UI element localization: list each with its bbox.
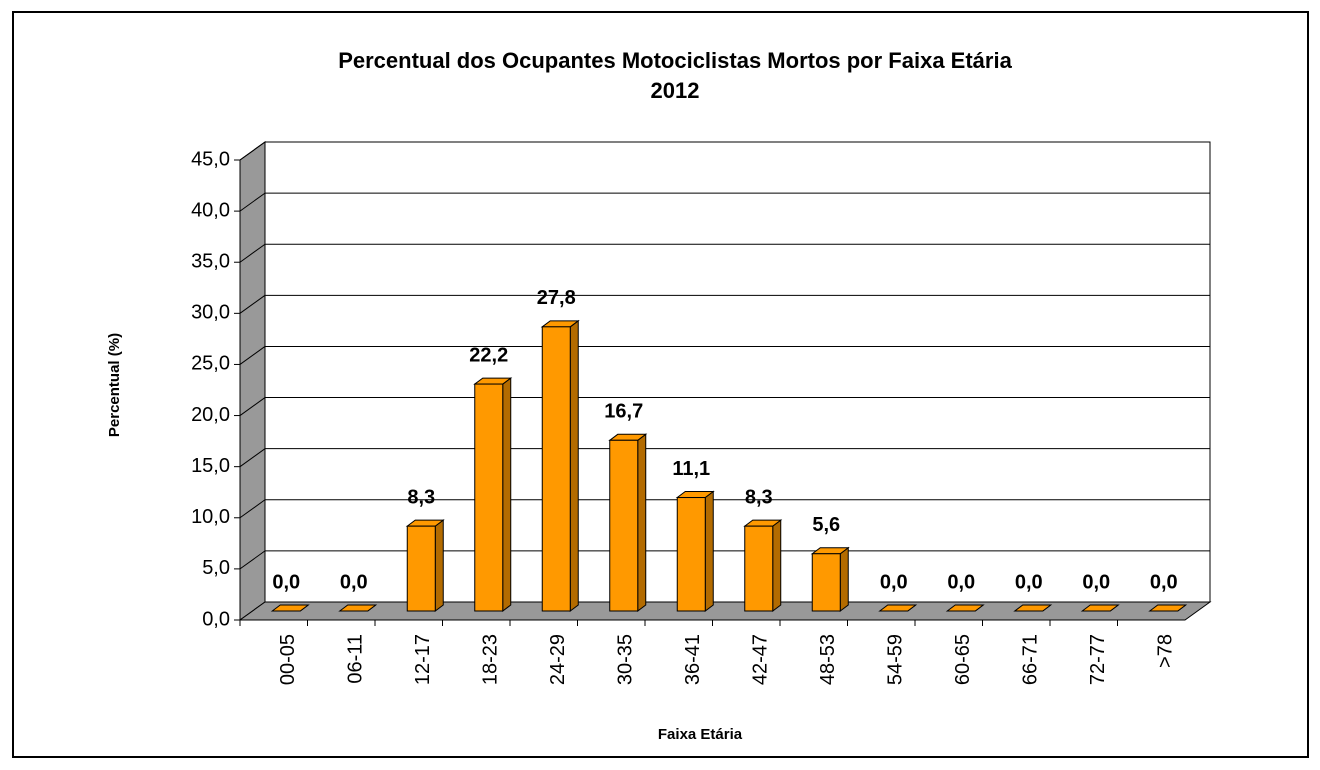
bar [878,604,918,612]
bar [540,319,580,612]
data-label: 0,0 [1015,571,1043,593]
bar-face [811,553,841,612]
bar [1013,604,1053,612]
grid-line [239,448,266,468]
x-tick-label: 36-41 [682,634,704,685]
data-label: 0,0 [340,571,368,593]
y-tick-label: 30,0 [191,302,230,324]
x-tick-label: 12-17 [412,634,434,685]
bar-face [744,525,774,612]
bar-face [502,377,512,612]
bar-face [474,383,504,612]
data-label: 27,8 [537,287,576,309]
bar [338,604,378,612]
y-tick-label: 20,0 [191,404,230,426]
x-tick-label: 06-11 [345,634,367,684]
x-tick-label: 48-53 [817,634,839,685]
bar-face [434,519,444,612]
bar-face [406,525,436,612]
bar-face [676,497,706,612]
bar [743,519,783,612]
x-tick-label: 42-47 [750,634,772,685]
y-axis-label: Percentual (%) [106,333,123,437]
data-label: 0,0 [272,571,300,593]
y-tick-label: 35,0 [191,251,230,273]
data-label: 0,0 [880,571,908,593]
y-tick-label: 40,0 [191,199,230,221]
grid-line [239,243,266,263]
data-label: 0,0 [1150,571,1178,593]
bar [945,604,985,612]
chart-title: Percentual dos Ocupantes Motociclistas M… [338,48,1012,73]
data-label: 8,3 [745,486,773,508]
bar-face [772,519,782,612]
bar-face [270,604,310,612]
x-tick-label: 60-65 [952,634,974,685]
floor [238,601,1212,621]
x-tick-label: 30-35 [615,634,637,685]
bar [675,490,715,612]
bar-face [1080,604,1120,612]
y-tick-label: 25,0 [191,353,230,375]
bar [608,433,648,612]
y-tick-label: 45,0 [191,148,230,170]
y-tick-label: 15,0 [191,455,230,477]
data-label: 5,6 [812,514,840,536]
grid-line [239,192,266,212]
data-label: 0,0 [1082,571,1110,593]
bar [1080,604,1120,612]
x-axis-label: Faixa Etária [658,726,743,743]
bar-face [839,546,849,612]
grid-line [239,499,266,519]
grid-line [239,397,266,416]
data-label: 22,2 [469,344,508,366]
x-tick-label: 00-05 [277,634,299,685]
grid-line [239,141,266,161]
y-tick-label: 0,0 [202,608,230,630]
x-tick-label: 54-59 [885,634,907,685]
bar-face [1148,604,1188,612]
y-tick-label: 5,0 [202,557,230,579]
bar-face [878,604,918,612]
bar-face [637,433,647,612]
grid-line [239,294,266,314]
side-wall [239,141,266,621]
bar [405,519,445,612]
bar [810,546,850,612]
bar-face [945,604,985,612]
data-label: 11,1 [672,458,710,480]
bar-face [609,439,639,612]
bar-face [338,604,378,612]
bar-face [1013,604,1053,612]
bar [1148,604,1188,612]
bar-face [541,326,571,612]
bar [270,604,310,612]
bar-face [704,490,714,612]
y-tick-label: 10,0 [191,506,230,528]
bar-face [569,319,579,612]
data-label: 8,3 [407,486,435,508]
chart-subtitle: 2012 [651,78,700,103]
grid-line [239,550,266,570]
x-tick-label: 18-23 [480,634,502,685]
bar [473,377,513,612]
data-label: 0,0 [947,571,975,593]
x-tick-label: 24-29 [547,634,569,685]
x-tick-label: 72-77 [1087,634,1109,685]
x-tick-label: >78 [1155,634,1177,668]
x-tick-label: 66-71 [1020,634,1042,685]
data-label: 16,7 [604,401,643,423]
grid-line [239,346,266,365]
